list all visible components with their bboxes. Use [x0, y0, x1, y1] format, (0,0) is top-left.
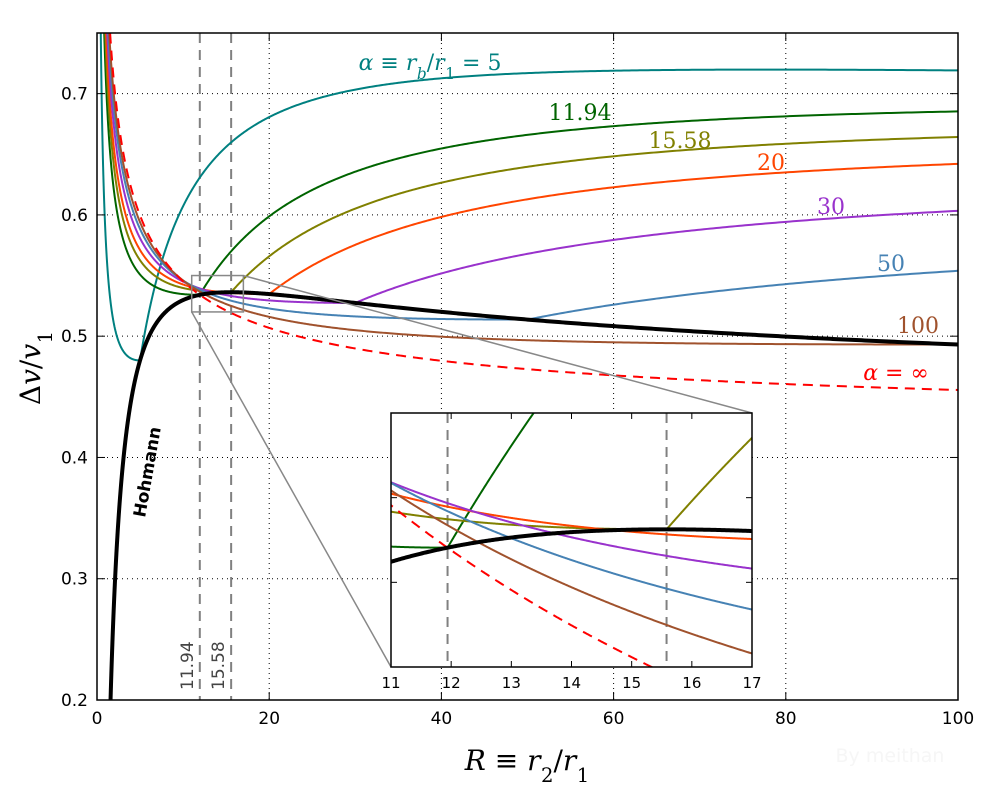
zoom-rectangle — [190, 274, 245, 313]
hohmann-line — [108, 290, 958, 700]
inset-x-tick-label: 11 — [381, 674, 400, 692]
inset-hohmann-line — [391, 527, 752, 564]
y-tick-label: 0.7 — [61, 85, 88, 105]
inset-x-tick-label: 15 — [622, 674, 641, 692]
y-tick-label: 0.3 — [61, 570, 88, 590]
series-line — [109, 33, 958, 391]
series-label: 20 — [757, 151, 785, 176]
inset-series-line — [391, 489, 752, 655]
series-label: 50 — [877, 252, 905, 277]
series-label: α = ∞ — [863, 361, 929, 386]
series-label: 100 — [897, 314, 939, 339]
y-tick-label: 0.5 — [61, 327, 88, 347]
inset-x-tick-label: 17 — [742, 674, 761, 692]
series-label: 15.58 — [649, 129, 712, 154]
x-tick-label: 20 — [258, 709, 280, 729]
reference-lines: 11.94 15.58 — [178, 33, 233, 700]
plot-frame — [96, 32, 959, 701]
inset-curves — [391, 413, 752, 667]
inset-series-line — [391, 413, 535, 549]
x-tick-label: 40 — [431, 709, 453, 729]
inset-plot: 11 12 13 14 15 16 17 — [381, 412, 762, 692]
zoom-connector — [243, 274, 753, 414]
inset-series-line — [391, 492, 752, 541]
y-axis-label: Δv/v_1 — [14, 331, 57, 405]
series-line — [99, 33, 958, 362]
watermark: By meithan — [836, 745, 945, 767]
zoom-connector — [191, 311, 392, 668]
y-tick-label: 0.4 — [61, 448, 88, 468]
series-label: 11.94 — [549, 101, 612, 126]
inset-x-tick-label: 12 — [442, 674, 461, 692]
series-label: 30 — [817, 195, 845, 220]
inset-x-tick-label: 13 — [502, 674, 521, 692]
series-line — [103, 33, 958, 296]
y-tick-label: 0.2 — [61, 691, 88, 711]
series-line — [107, 33, 958, 321]
y-tick-label: 0.6 — [61, 206, 88, 226]
series-line — [106, 33, 958, 304]
curves — [99, 33, 958, 700]
series-line — [105, 33, 958, 296]
inset-series-line — [391, 481, 752, 611]
series-label: α ≡ r_b/r_1 = 5 — [359, 51, 502, 83]
x-tick-label: 100 — [942, 709, 974, 729]
inset-background — [391, 413, 752, 667]
x-axis-label: R ≡ r_2/r_1 — [464, 744, 590, 787]
inset-x-tick-label: 16 — [682, 674, 701, 692]
x-tick-label: 80 — [775, 709, 797, 729]
reference-line-label: 11.94 — [178, 641, 198, 690]
hohmann-label: Hohmann — [130, 425, 166, 518]
series-line — [108, 33, 958, 346]
axis-ticks: 0 20 40 60 80 100 0.2 0.3 0.4 0.5 0.6 0.7 — [61, 33, 974, 729]
reference-line-label: 15.58 — [209, 641, 229, 690]
x-tick-label: 60 — [603, 709, 625, 729]
series-line — [104, 33, 958, 294]
x-tick-label: 0 — [92, 709, 103, 729]
inset-x-tick-label: 14 — [562, 674, 581, 692]
zoom-indicator — [190, 274, 753, 668]
